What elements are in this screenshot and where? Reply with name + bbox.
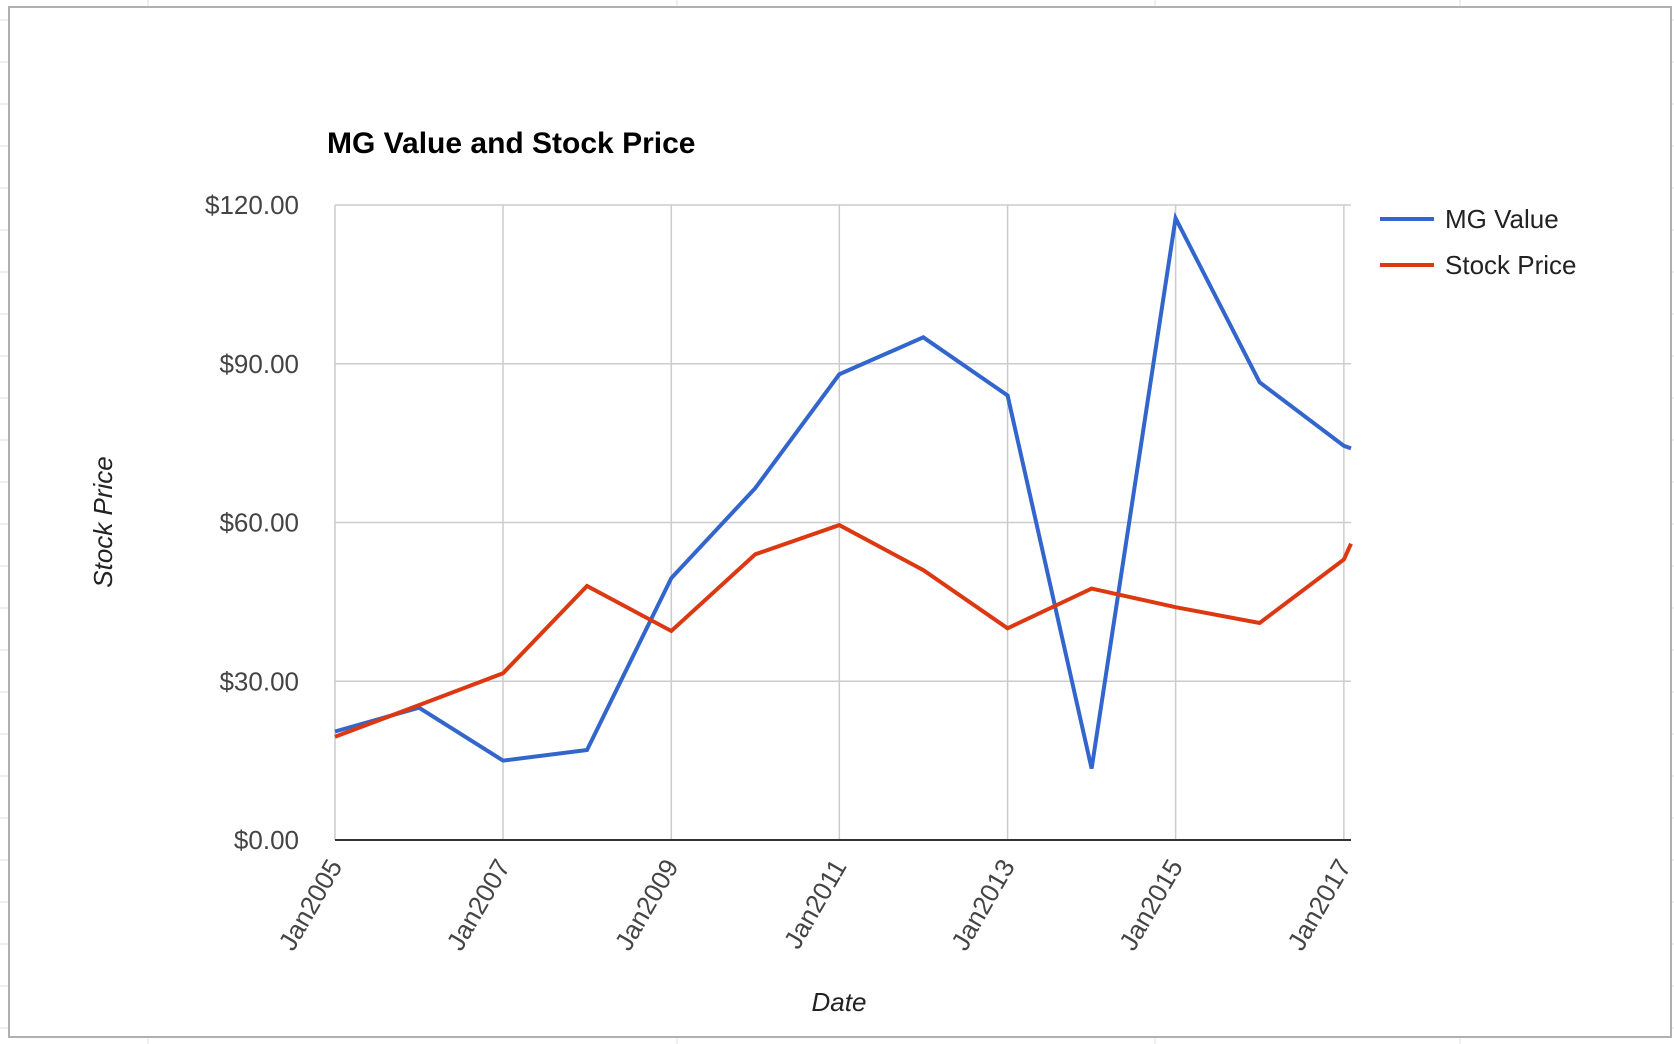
chart-legend[interactable]: MG Value Stock Price: [1380, 204, 1577, 280]
x-tick-label: Jan2011: [778, 854, 853, 954]
x-tick-label: Jan2005: [272, 854, 348, 955]
grid-lines: [334, 204, 1351, 840]
x-tick-label: Jan2009: [609, 854, 685, 955]
series-line-stock-price[interactable]: [334, 522, 1353, 739]
chart-title: MG Value and Stock Price: [327, 127, 695, 160]
x-tick-label: Jan2015: [1113, 854, 1189, 955]
x-tick-label: Jan2007: [440, 854, 516, 955]
y-tick-label: $120.00: [205, 190, 299, 220]
y-tick-label: $60.00: [219, 508, 299, 538]
y-tick-label: $30.00: [219, 666, 299, 696]
series-lines: [334, 211, 1353, 770]
series-line-mg-value[interactable]: [334, 211, 1352, 770]
x-tick-label: Jan2013: [945, 854, 1021, 955]
y-axis-title: Stock Price: [88, 456, 118, 588]
x-axis-tick-labels: Jan2005 Jan2007 Jan2009 Jan2011 Jan2013 Jan20…: [272, 854, 1357, 955]
x-axis-title: Date: [812, 987, 867, 1017]
y-tick-label: $0.00: [234, 825, 299, 855]
y-tick-label: $90.00: [219, 349, 299, 379]
y-axis-tick-labels: $0.00 $30.00 $60.00 $90.00 $120.00: [205, 190, 299, 855]
legend-label-stock-price: Stock Price: [1445, 250, 1577, 280]
x-tick-label: Jan2017: [1281, 854, 1357, 955]
legend-label-mg-value: MG Value: [1445, 204, 1559, 234]
